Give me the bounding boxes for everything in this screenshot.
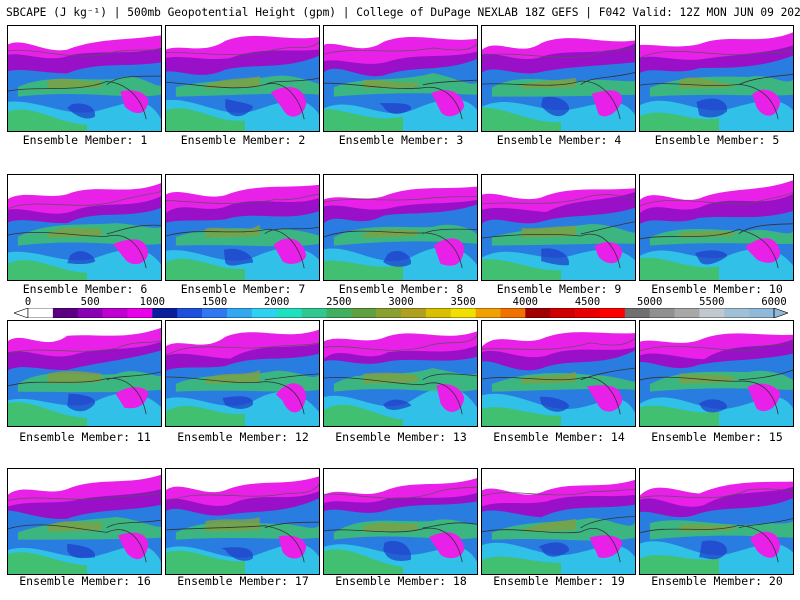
- colorbar-segment: [525, 308, 551, 318]
- colorbar-tick-label: 3500: [450, 296, 476, 308]
- ensemble-map-19: [481, 468, 636, 575]
- ensemble-member-label: Ensemble Member: 2: [180, 133, 306, 147]
- colorbar-segment: [102, 308, 128, 318]
- colorbar-segment: [724, 308, 750, 318]
- ensemble-member-label: Ensemble Member: 11: [19, 430, 151, 444]
- ensemble-map-20: [639, 468, 794, 575]
- colorbar-segment: [401, 308, 427, 318]
- ensemble-map-6: [7, 174, 162, 281]
- colorbar-segment: [127, 308, 153, 318]
- colorbar-segment: [500, 308, 526, 318]
- ensemble-member-label: Ensemble Member: 20: [651, 574, 783, 588]
- colorbar-segment: [376, 308, 402, 318]
- colorbar-segment: [699, 308, 725, 318]
- ensemble-map-8: [323, 174, 478, 281]
- ensemble-member-label: Ensemble Member: 16: [19, 574, 151, 588]
- ensemble-member-label: Ensemble Member: 6: [22, 282, 148, 296]
- colorbar-segment: [28, 308, 54, 318]
- ensemble-member-label: Ensemble Member: 17: [177, 574, 309, 588]
- colorbar-segment: [599, 308, 626, 318]
- ensemble-map-10: [639, 174, 794, 281]
- ensemble-member-label: Ensemble Member: 13: [335, 430, 467, 444]
- colorbar-min-arrow: [14, 308, 29, 318]
- colorbar-tick-label: 5000: [637, 296, 663, 308]
- ensemble-map-5: [639, 25, 794, 132]
- colorbar-segment: [450, 308, 476, 318]
- ensemble-member-label: Ensemble Member: 14: [493, 430, 625, 444]
- colorbar-tick-label: 6000: [761, 296, 787, 308]
- colorbar-segment: [276, 308, 302, 318]
- ensemble-member-label: Ensemble Member: 19: [493, 574, 625, 588]
- ensemble-map-12: [165, 320, 320, 427]
- ensemble-map-14: [481, 320, 636, 427]
- colorbar-tick-label: 3000: [388, 296, 414, 308]
- figure-title: SBCAPE (J kg⁻¹) | 500mb Geopotential Hei…: [6, 6, 800, 19]
- colorbar-segment: [152, 308, 178, 318]
- colorbar-segment: [624, 308, 650, 318]
- ensemble-member-label: Ensemble Member: 15: [651, 430, 783, 444]
- ensemble-map-13: [323, 320, 478, 427]
- ensemble-member-label: Ensemble Member: 9: [496, 282, 622, 296]
- ensemble-map-1: [7, 25, 162, 132]
- ensemble-map-17: [165, 468, 320, 575]
- ensemble-map-11: [7, 320, 162, 427]
- colorbar-segment: [226, 308, 253, 318]
- colorbar-tick-labels: 0 500 1000 1500 2000 2500 3000 3500 4000 4500 5000…: [0, 296, 800, 308]
- colorbar-segment: [475, 308, 501, 318]
- colorbar-max-arrow: [773, 308, 788, 318]
- colorbar-tick-label: 2000: [264, 296, 290, 308]
- ensemble-map-9: [481, 174, 636, 281]
- colorbar: [14, 308, 788, 318]
- ensemble-member-label: Ensemble Member: 18: [335, 574, 467, 588]
- ensemble-member-label: Ensemble Member: 4: [496, 133, 622, 147]
- colorbar-segment: [674, 308, 700, 318]
- ensemble-map-16: [7, 468, 162, 575]
- colorbar-segment: [649, 308, 675, 318]
- colorbar-tick-label: 1500: [201, 296, 228, 308]
- colorbar-tick-label: 4000: [512, 296, 538, 308]
- ensemble-map-7: [165, 174, 320, 281]
- colorbar-segment: [326, 308, 352, 318]
- ensemble-member-label: Ensemble Member: 7: [180, 282, 306, 296]
- ensemble-map-15: [639, 320, 794, 427]
- colorbar-tick-label: 2500: [326, 296, 352, 308]
- ensemble-map-18: [323, 468, 478, 575]
- ensemble-map-4: [481, 25, 636, 132]
- colorbar-segment: [77, 308, 103, 318]
- colorbar-tick-label: 4500: [574, 296, 601, 308]
- colorbar-tick-label: 1000: [139, 296, 165, 308]
- colorbar-segment: [351, 308, 377, 318]
- colorbar-segment: [550, 308, 576, 318]
- ensemble-member-label: Ensemble Member: 5: [654, 133, 780, 147]
- colorbar-segment: [177, 308, 203, 318]
- colorbar-segment: [301, 308, 327, 318]
- colorbar-tick-label: 5500: [699, 296, 725, 308]
- colorbar-segment: [425, 308, 452, 318]
- colorbar-tick-label: 500: [80, 296, 100, 308]
- colorbar-tick-label: 0: [24, 296, 32, 308]
- ensemble-member-label: Ensemble Member: 8: [338, 282, 464, 296]
- colorbar-segment: [52, 308, 79, 318]
- ensemble-map-2: [165, 25, 320, 132]
- colorbar-segment: [202, 308, 228, 318]
- colorbar-segment: [749, 308, 775, 318]
- colorbar-segment: [575, 308, 601, 318]
- colorbar-segment: [251, 308, 277, 318]
- ensemble-map-3: [323, 25, 478, 132]
- ensemble-member-label: Ensemble Member: 1: [22, 133, 148, 147]
- ensemble-member-label: Ensemble Member: 12: [177, 430, 309, 444]
- ensemble-member-label: Ensemble Member: 10: [651, 282, 783, 296]
- ensemble-member-label: Ensemble Member: 3: [338, 133, 464, 147]
